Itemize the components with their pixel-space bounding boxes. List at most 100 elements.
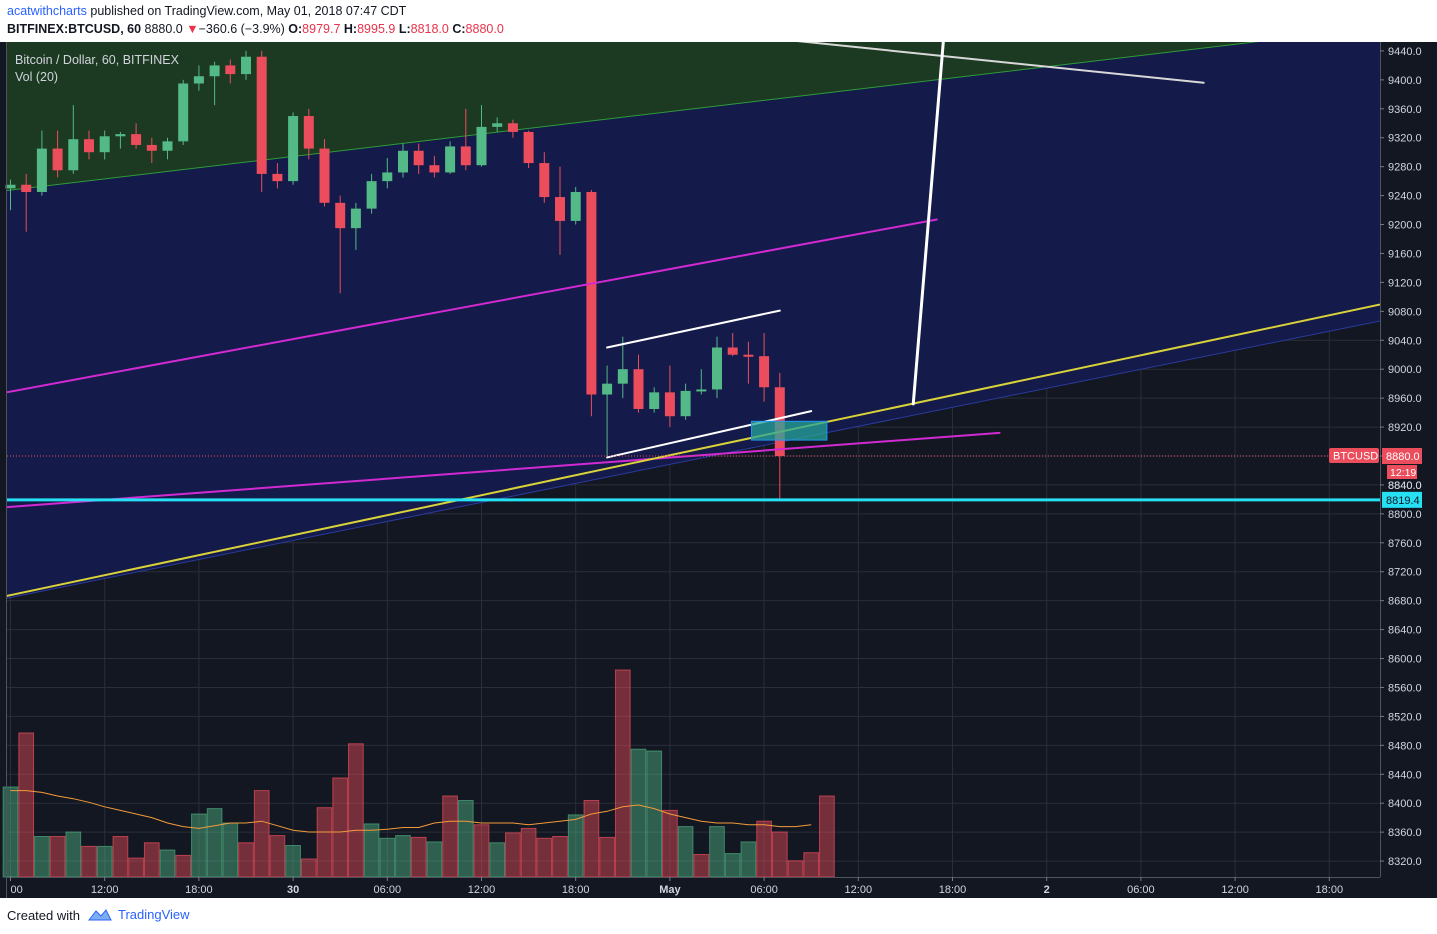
price-tick-label: 9000.0	[1388, 364, 1422, 376]
candle-body	[507, 123, 518, 132]
volume-bar	[143, 842, 160, 878]
volume-bar	[771, 831, 788, 878]
candle-body	[633, 369, 644, 409]
chart-area[interactable]: 8320.0 8360.0 8400.0 8440.0 8480.0 8520.0 8560…	[0, 42, 1437, 898]
price-tick-label: 8720.0	[1388, 567, 1422, 579]
countdown-badge	[1387, 465, 1417, 479]
price-tick-label: 8480.0	[1388, 740, 1422, 752]
volume-bar	[175, 854, 192, 878]
volume-bar	[191, 813, 207, 878]
price-tick-label: 9200.0	[1388, 220, 1422, 232]
white-projection-line	[911, 42, 945, 406]
volume-bar	[457, 800, 474, 878]
volume-bar	[49, 836, 66, 878]
current-price-badge	[1382, 448, 1422, 464]
time-axis[interactable]: 00 12:00 18:00 30 06:00 12:00 18:00 May 06:00 12:…	[6, 42, 1381, 898]
price-tick-label: 9080.0	[1388, 306, 1422, 318]
candle-body	[115, 134, 126, 137]
volume-bar	[410, 836, 427, 878]
candle-body	[131, 134, 142, 145]
price-tick-label: 8600.0	[1388, 654, 1422, 666]
volume-bar	[65, 831, 82, 878]
price-tick-label: 8680.0	[1388, 596, 1422, 608]
symbol-tag	[1329, 448, 1379, 463]
price-tick-label: 8360.0	[1388, 827, 1422, 839]
volume-bar	[300, 858, 317, 878]
white-channel-top	[606, 309, 781, 349]
time-tick-label: 06:00	[1127, 884, 1155, 896]
price-axis[interactable]: 8320.0 8360.0 8400.0 8440.0 8480.0 8520.0 8560…	[1329, 42, 1437, 898]
volume-bar	[253, 790, 270, 878]
candle-body	[712, 347, 722, 390]
chart-title: Bitcoin / Dollar, 60, BITFINEX	[15, 53, 179, 67]
time-tick-label: 18:00	[939, 884, 967, 896]
volume-bar	[552, 836, 568, 878]
chart-canvas[interactable]: 8320.0 8360.0 8400.0 8440.0 8480.0 8520.0 8560…	[0, 42, 1437, 898]
white-channel-bottom	[606, 410, 813, 459]
candle-body	[476, 126, 487, 166]
last-price: 8880.0	[144, 22, 183, 36]
candle-body	[209, 65, 220, 77]
time-tick-label: 12:00	[1221, 884, 1249, 896]
price-tick-label: 9320.0	[1388, 133, 1422, 145]
price-tick-label: 8560.0	[1388, 682, 1422, 694]
candle-body	[602, 383, 613, 395]
high-value: 8995.9	[357, 22, 396, 36]
price-tick-label: 9360.0	[1388, 104, 1422, 116]
candle-body	[555, 197, 565, 221]
author-link[interactable]: acatwithcharts	[7, 4, 87, 18]
candle-body	[21, 184, 32, 192]
candles	[5, 50, 785, 501]
price-tick-label: 8920.0	[1388, 422, 1422, 434]
fib-blue-edge	[7, 320, 1380, 599]
volume-bar	[316, 807, 333, 878]
candle-body	[413, 150, 424, 166]
tradingview-brand-link[interactable]: TradingView	[88, 907, 190, 922]
time-tick-label: May	[659, 884, 681, 896]
volume-bar	[238, 842, 254, 878]
price-tick-label: 8640.0	[1388, 625, 1422, 637]
tradingview-brand-label: TradingView	[118, 907, 190, 922]
volume-bar	[520, 827, 537, 878]
magenta-trend-upper	[7, 218, 938, 394]
candle-body	[460, 146, 471, 166]
volume-bar	[159, 849, 176, 878]
candle-body	[319, 148, 330, 203]
time-tick-label: 06:00	[750, 884, 778, 896]
fib-green-edge	[7, 42, 1259, 192]
price-tick-label: 9160.0	[1388, 248, 1422, 260]
candle-body	[727, 347, 738, 355]
volume-bar	[693, 854, 710, 878]
time-tick-label: 30	[287, 884, 299, 896]
candle-body	[36, 148, 47, 192]
candle-body	[241, 56, 251, 75]
candle-body	[84, 139, 94, 153]
volume-bar	[222, 822, 239, 878]
volume-bar	[646, 750, 663, 878]
candle-body	[68, 139, 79, 171]
volume-bar	[348, 743, 364, 878]
candle-body	[335, 202, 346, 229]
close-label: C:	[452, 22, 466, 36]
volume-bar	[567, 814, 584, 878]
volume-bar	[662, 809, 678, 878]
volume-bar	[536, 837, 553, 878]
volume-bar	[442, 795, 458, 878]
volume-bar	[489, 842, 506, 878]
price-tick-label: 8320.0	[1388, 856, 1422, 868]
volume-bar	[583, 800, 600, 878]
candle-body	[256, 56, 267, 174]
white-target-line	[796, 42, 1205, 84]
time-tick-label: 18:00	[562, 884, 590, 896]
low-value: 8818.0	[410, 22, 449, 36]
time-tick-label: 2	[1044, 884, 1050, 896]
candle-body	[759, 356, 770, 388]
time-tick-label: 18:00	[185, 884, 213, 896]
time-tick-label: 06:00	[374, 884, 402, 896]
footer: Created with TradingView	[0, 898, 1437, 934]
price-tick-label: 8440.0	[1388, 769, 1422, 781]
edge-price-label: 8840.0	[1388, 480, 1422, 492]
highlight-rectangle	[751, 420, 828, 441]
header: acatwithcharts published on TradingView.…	[0, 0, 1437, 42]
price-tick-label: 8400.0	[1388, 798, 1422, 810]
